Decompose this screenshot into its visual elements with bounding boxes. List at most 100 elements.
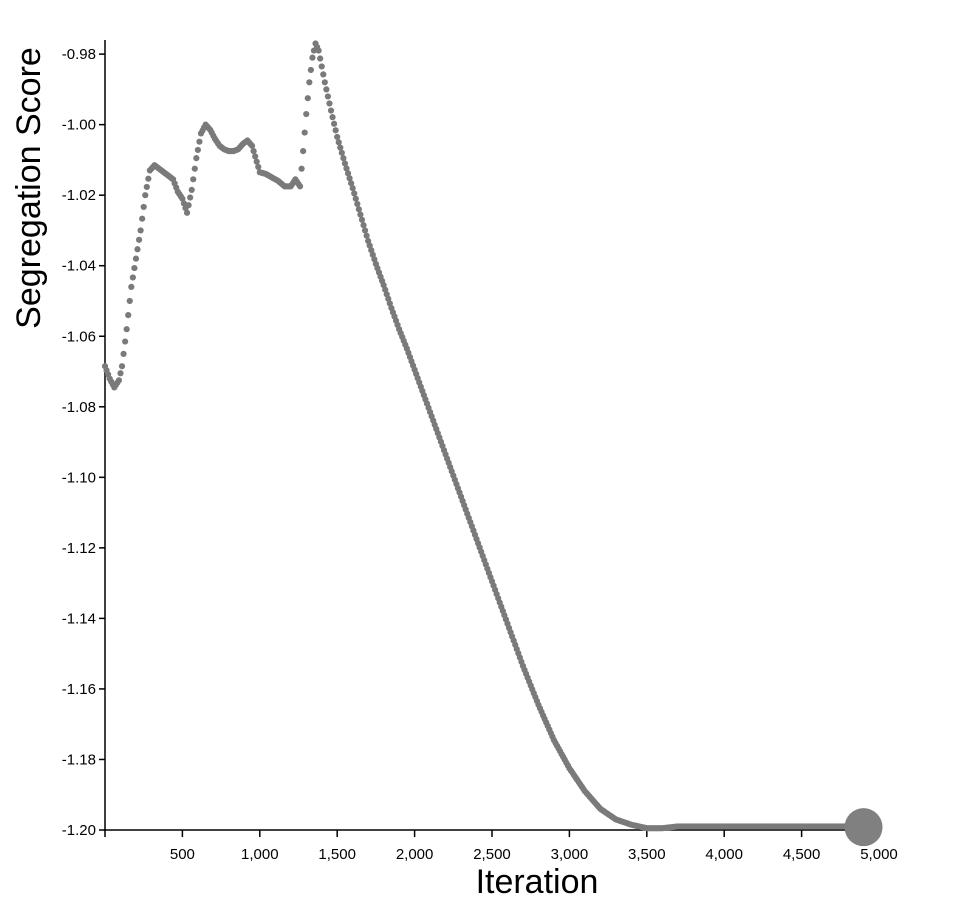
data-point — [332, 127, 339, 134]
x-tick-label: 500 — [170, 846, 195, 863]
data-point — [360, 222, 367, 229]
x-axis-title: Iteration — [476, 863, 599, 901]
x-tick-label: 1,500 — [318, 846, 356, 863]
x-tick-label: 4,500 — [783, 846, 821, 863]
data-point — [126, 297, 133, 305]
x-tick-label: 4,000 — [705, 846, 743, 863]
data-point — [122, 338, 129, 345]
data-point — [331, 120, 338, 127]
data-point — [300, 147, 307, 155]
x-tick-label: 5,000 — [860, 846, 898, 863]
y-axis: -0.98 -1.00 -1.02 -1.04 -1.06 -1.08 -1.10 -1.12… — [62, 40, 106, 839]
data-point — [363, 232, 370, 239]
y-tick-label: -1.02 — [62, 187, 96, 204]
y-tick-label: -1.20 — [62, 822, 96, 839]
data-point — [303, 110, 310, 118]
data-points — [101, 40, 883, 847]
data-point — [352, 195, 359, 202]
y-tick-label: -1.14 — [62, 610, 96, 627]
data-point — [348, 180, 355, 187]
data-point — [139, 215, 146, 222]
data-point — [128, 283, 135, 290]
x-tick-label: 2,000 — [396, 846, 434, 863]
data-point — [194, 146, 201, 154]
y-tick-label: -1.10 — [62, 469, 96, 486]
data-point — [327, 107, 335, 114]
data-point — [185, 202, 192, 209]
data-point — [188, 186, 195, 193]
data-point — [340, 155, 347, 162]
data-point — [361, 227, 369, 234]
data-point — [120, 350, 127, 357]
data-point — [118, 363, 126, 370]
data-point — [343, 165, 350, 172]
x-tick-label: 3,500 — [628, 846, 666, 863]
data-point — [351, 190, 358, 197]
y-tick-label: -1.00 — [62, 117, 96, 134]
data-point — [143, 183, 150, 191]
data-point — [321, 79, 328, 86]
data-point — [346, 175, 353, 182]
data-point — [187, 194, 194, 201]
data-point — [134, 246, 141, 253]
data-point — [137, 227, 144, 234]
data-point — [307, 66, 314, 74]
y-tick-label: -1.06 — [62, 328, 96, 345]
data-point — [191, 165, 198, 172]
data-point — [132, 255, 140, 262]
data-point — [129, 274, 136, 281]
data-point — [318, 63, 325, 70]
data-point — [125, 311, 132, 319]
data-point — [145, 175, 152, 182]
data-point — [324, 93, 332, 100]
data-point — [357, 211, 364, 218]
data-point — [309, 54, 316, 61]
y-axis-title: Segregation Score — [10, 47, 48, 329]
current-iteration-marker — [844, 808, 883, 847]
data-point — [341, 160, 349, 167]
data-point — [142, 192, 149, 199]
data-point — [196, 138, 203, 145]
x-axis: 500 1,000 1,500 2,000 2,500 3,000 3,500 4,000 4,… — [104, 829, 898, 863]
data-point — [252, 153, 259, 160]
y-tick-label: -1.18 — [62, 751, 96, 768]
data-point — [317, 55, 324, 62]
data-point — [306, 79, 313, 86]
data-point — [338, 149, 345, 156]
data-point — [323, 86, 330, 93]
data-point — [344, 170, 352, 177]
x-tick-label: 3,000 — [551, 846, 589, 863]
y-tick-label: -1.04 — [62, 258, 96, 275]
data-point — [135, 236, 143, 243]
data-point — [131, 264, 138, 272]
x-tick-label: 1,000 — [241, 846, 279, 863]
data-point — [250, 147, 257, 155]
data-point — [334, 133, 341, 141]
data-point — [298, 165, 305, 172]
data-point — [358, 216, 366, 223]
y-tick-label: -0.98 — [62, 46, 96, 63]
data-point — [337, 144, 344, 151]
data-point — [354, 200, 361, 208]
data-point — [193, 155, 200, 162]
data-point — [320, 71, 327, 78]
data-point — [355, 206, 362, 213]
data-point — [349, 185, 356, 192]
data-point — [140, 203, 147, 211]
data-point — [248, 142, 256, 149]
data-point — [183, 209, 191, 216]
y-tick-label: -1.08 — [62, 399, 96, 416]
data-point — [253, 158, 260, 165]
data-point — [329, 114, 336, 121]
data-point — [304, 95, 311, 102]
data-point — [179, 195, 186, 202]
y-tick-label: -1.12 — [62, 540, 96, 557]
data-point — [315, 47, 322, 54]
data-point — [190, 176, 197, 183]
data-point — [115, 377, 123, 384]
data-point — [117, 370, 124, 377]
x-tick-label: 2,500 — [473, 846, 511, 863]
data-point — [301, 129, 308, 136]
data-point — [296, 183, 304, 190]
